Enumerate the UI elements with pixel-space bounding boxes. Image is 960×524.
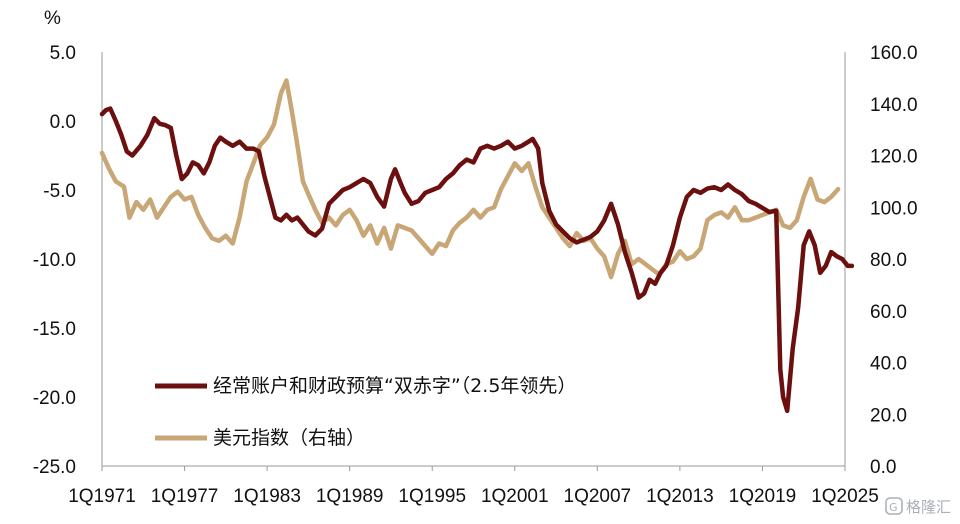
right-tick-label: 20.0	[870, 405, 907, 426]
left-tick-label: -5.0	[43, 181, 76, 202]
right-tick-label: 140.0	[870, 95, 918, 116]
left-tick-label: -20.0	[33, 388, 76, 409]
x-tick-label: 1Q1977	[151, 486, 219, 507]
series-layer	[99, 78, 855, 414]
watermark: G 格隆汇	[885, 497, 951, 516]
x-tick-label: 1Q2001	[481, 486, 549, 507]
watermark-g-glyph: G	[889, 501, 898, 514]
right-axis-ticks: 160.0 140.0 120.0 100.0 80.0 60.0 40.0 20.0 0.0	[870, 43, 918, 478]
right-tick-label: 100.0	[870, 198, 918, 219]
x-tick-label: 1Q1989	[316, 486, 384, 507]
x-tick-label: 1Q1983	[233, 486, 301, 507]
left-tick-label: -10.0	[33, 250, 76, 271]
right-tick-label: 160.0	[870, 43, 918, 64]
x-tick-label: 1Q1971	[68, 486, 136, 507]
x-tick-label: 1Q1995	[398, 486, 466, 507]
left-tick-label: 5.0	[50, 43, 76, 64]
left-axis-ticks: 5.0 0.0 -5.0 -10.0 -15.0 -20.0 -25.0	[33, 43, 76, 478]
g-logo-icon	[885, 497, 903, 515]
series-line-dollar-index	[99, 78, 841, 280]
left-tick-label: -15.0	[33, 319, 76, 340]
x-tick-label: 1Q2025	[811, 486, 879, 507]
x-tick-label: 1Q2007	[564, 486, 632, 507]
legend-label-deficit: 经常账户和财政预算“双赤字”（2.5年领先）	[213, 375, 576, 397]
watermark-text: 格隆汇	[906, 498, 951, 516]
legend: 经常账户和财政预算“双赤字”（2.5年领先） 美元指数（右轴）	[155, 375, 576, 449]
x-tick-label: 1Q2019	[729, 486, 797, 507]
left-tick-label: -25.0	[33, 457, 76, 478]
right-tick-label: 80.0	[870, 250, 907, 271]
left-tick-label: 0.0	[50, 112, 76, 133]
y-axis-unit-label: %	[44, 8, 61, 29]
legend-label-dxy: 美元指数（右轴）	[213, 427, 365, 449]
right-tick-label: 60.0	[870, 302, 907, 323]
right-tick-label: 40.0	[870, 354, 907, 375]
x-tick-label: 1Q2013	[646, 486, 714, 507]
right-tick-label: 120.0	[870, 147, 918, 168]
right-tick-label: 0.0	[870, 457, 896, 478]
series-line-twin-deficit	[99, 106, 855, 414]
x-axis-ticks: 1Q1971 1Q1977 1Q1983 1Q1989 1Q1995 1Q2001 1Q20…	[68, 466, 879, 507]
